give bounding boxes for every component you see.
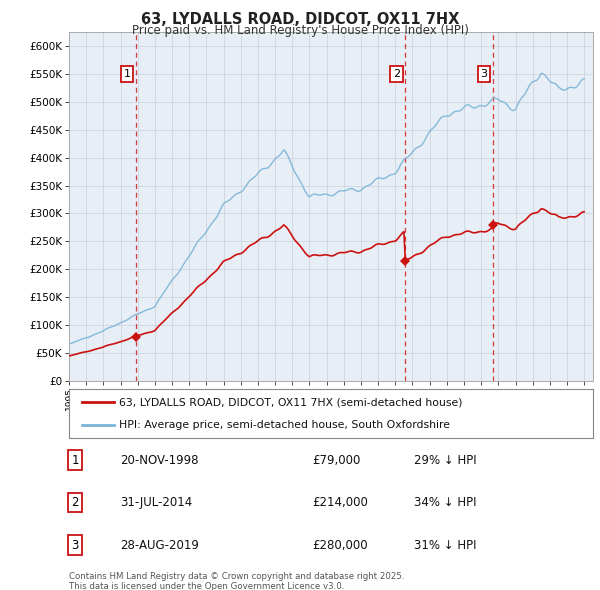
Text: 3: 3 (71, 539, 79, 552)
Text: 1: 1 (71, 454, 79, 467)
Text: 34% ↓ HPI: 34% ↓ HPI (414, 496, 476, 509)
Text: Price paid vs. HM Land Registry's House Price Index (HPI): Price paid vs. HM Land Registry's House … (131, 24, 469, 37)
Text: 3: 3 (481, 69, 488, 79)
Text: 29% ↓ HPI: 29% ↓ HPI (414, 454, 476, 467)
Text: £214,000: £214,000 (312, 496, 368, 509)
Text: 63, LYDALLS ROAD, DIDCOT, OX11 7HX (semi-detached house): 63, LYDALLS ROAD, DIDCOT, OX11 7HX (semi… (119, 398, 462, 408)
Text: 28-AUG-2019: 28-AUG-2019 (120, 539, 199, 552)
Text: This data is licensed under the Open Government Licence v3.0.: This data is licensed under the Open Gov… (69, 582, 344, 590)
Text: 2: 2 (393, 69, 400, 79)
Text: 20-NOV-1998: 20-NOV-1998 (120, 454, 199, 467)
Text: 1: 1 (124, 69, 130, 79)
Text: 31-JUL-2014: 31-JUL-2014 (120, 496, 192, 509)
Text: 2: 2 (71, 496, 79, 509)
Text: HPI: Average price, semi-detached house, South Oxfordshire: HPI: Average price, semi-detached house,… (119, 419, 450, 430)
Text: 31% ↓ HPI: 31% ↓ HPI (414, 539, 476, 552)
Text: £280,000: £280,000 (312, 539, 368, 552)
Text: 63, LYDALLS ROAD, DIDCOT, OX11 7HX: 63, LYDALLS ROAD, DIDCOT, OX11 7HX (141, 12, 459, 27)
Text: £79,000: £79,000 (312, 454, 361, 467)
Text: Contains HM Land Registry data © Crown copyright and database right 2025.: Contains HM Land Registry data © Crown c… (69, 572, 404, 581)
